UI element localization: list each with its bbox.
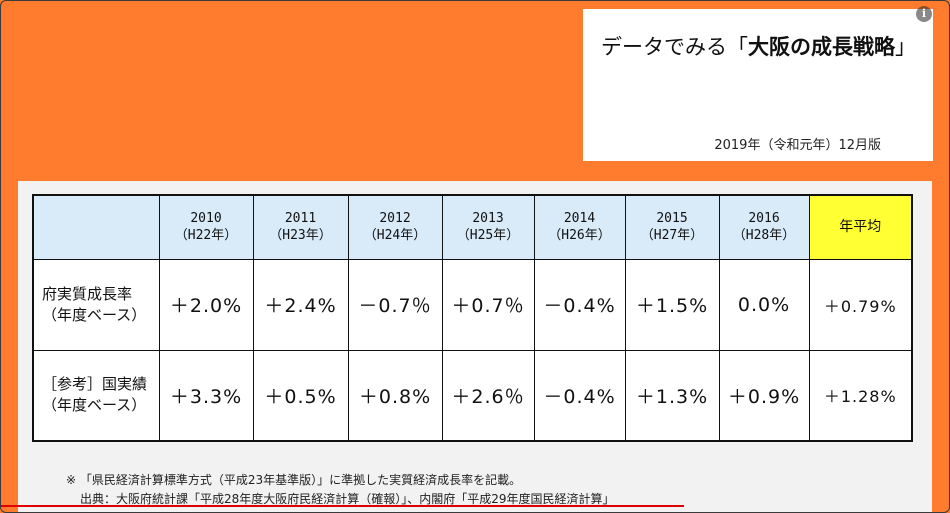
value-cell: ＋2.4% (252, 258, 349, 351)
value-cell: ＋0.9% (718, 349, 810, 442)
value-cell: －0.7％ (347, 258, 443, 351)
year-header-2015: 2015 （H27年） (624, 194, 720, 260)
page-title: データでみる「大阪の成長戦略」 (601, 31, 916, 61)
value-cell: －0.4% (533, 258, 626, 351)
growth-table: 2010 （H22年） 2011 （H23年） 2012 （H24年） 2013 （H2… (32, 194, 913, 442)
era-label: （H23年） (269, 228, 332, 244)
info-icon[interactable]: i (916, 6, 932, 22)
year-label: 2013 (472, 211, 504, 227)
avg-cell: ＋1.28% (808, 349, 913, 442)
year-header-2010: 2010 （H22年） (158, 194, 254, 260)
slide-content: 2010 （H22年） 2011 （H23年） 2012 （H24年） 2013 （H2… (18, 181, 932, 513)
value-cell: ＋0.8% (347, 349, 443, 442)
table-row: 府実質成長率 （年度ベース） ＋2.0% ＋2.4% －0.7％ ＋0.7％ －0… (32, 258, 913, 351)
title-panel: データでみる「大阪の成長戦略」 2019年（令和元年）12月版 (583, 9, 933, 161)
value-cell: ＋0.5% (252, 349, 349, 442)
era-label: （H24年） (363, 228, 427, 244)
year-header-2013: 2013 （H25年） (441, 194, 535, 260)
year-label: 2015 (656, 211, 688, 227)
value-cell: ＋2.6％ (441, 349, 535, 442)
avg-cell: ＋0.79% (808, 258, 913, 351)
value-cell: ＋2.0% (158, 258, 254, 351)
title-prefix: データでみる「 (601, 35, 748, 59)
era-label: （H26年） (548, 228, 611, 244)
table-row: ［参考］国実績 （年度ベース） ＋3.3% ＋0.5% ＋0.8% ＋2.6％ －… (32, 349, 913, 442)
year-header-2012: 2012 （H24年） (347, 194, 443, 260)
video-progress-bar[interactable] (0, 505, 684, 507)
year-header-2016: 2016 （H28年） (718, 194, 810, 260)
era-label: （H28年） (732, 228, 796, 244)
era-label: （H25年） (456, 228, 520, 244)
year-label: 2016 (748, 211, 780, 227)
row-label: ［参考］国実績 （年度ベース） (32, 349, 160, 442)
year-label: 2011 (284, 211, 317, 227)
value-cell: ＋1.3% (624, 349, 720, 442)
avg-header: 年平均 (808, 194, 913, 260)
year-label: 2012 (379, 211, 411, 227)
row-label-sub: （年度ベース） (42, 305, 147, 324)
table-corner-cell (32, 194, 160, 260)
year-label: 2014 (563, 211, 596, 227)
row-label-main: 府実質成長率 (42, 284, 133, 303)
value-cell: ＋3.3% (158, 349, 254, 442)
era-label: （H22年） (174, 228, 238, 244)
title-suffix: 」 (895, 35, 916, 59)
value-cell: 0.0% (718, 258, 810, 351)
table-header-row: 2010 （H22年） 2011 （H23年） 2012 （H24年） 2013 （H2… (32, 194, 913, 260)
source-citation: 出典：大阪府統計課「平成28年度大阪府民経済計算（確報）」、内閣府「平成29年度… (80, 492, 615, 506)
year-header-2011: 2011 （H23年） (252, 194, 349, 260)
era-label: （H27年） (640, 228, 704, 244)
value-cell: ＋0.7％ (441, 258, 535, 351)
row-label: 府実質成長率 （年度ベース） (32, 258, 160, 351)
row-label-main: ［参考］国実績 (42, 375, 148, 394)
edition-label: 2019年（令和元年）12月版 (714, 138, 881, 153)
value-cell: ＋1.5% (624, 258, 720, 351)
footnote: ※ 「県民経済計算標準方式（平成23年基準版）」に準拠した実質経済成長率を記載。 (66, 473, 522, 487)
year-label: 2010 (190, 211, 222, 227)
value-cell: －0.4% (533, 349, 626, 442)
title-bold: 大阪の成長戦略 (748, 35, 895, 59)
year-header-2014: 2014 （H26年） (533, 194, 626, 260)
row-label-sub: （年度ベース） (42, 396, 147, 415)
